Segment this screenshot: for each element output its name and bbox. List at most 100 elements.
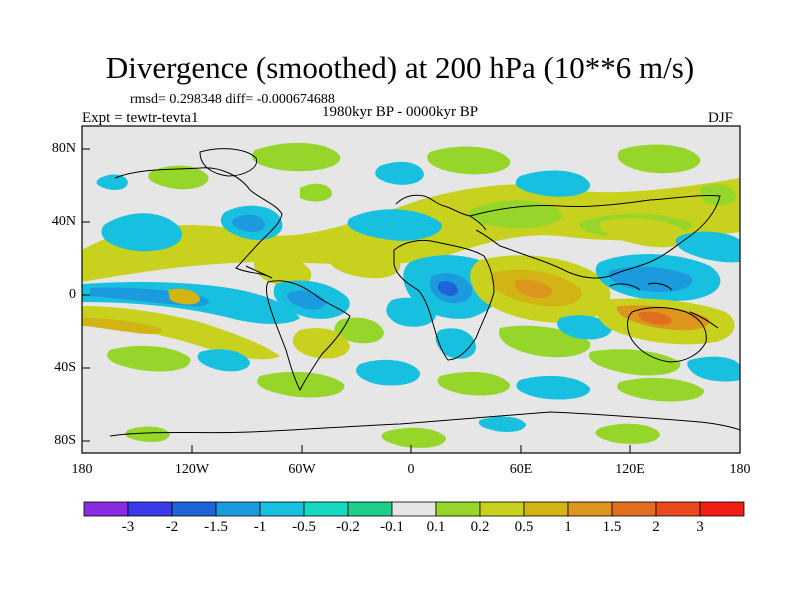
colorbar-label: 0.2 [470,519,490,535]
lat-label-80s: 80S [54,433,76,448]
colorbar-label: -0.5 [292,519,316,535]
coastline-antarctica [109,411,740,437]
field-region [197,349,250,372]
colorbar-swatch [567,501,613,517]
colorbar-label: 3 [696,519,704,535]
colorbar-label: -0.2 [336,519,360,535]
lon-label-0: 0 [407,462,415,477]
coastline-islands [609,282,719,329]
colorbar-label: 2 [652,519,660,535]
colorbar-swatch [259,501,305,517]
lon-label-60w: 60W [288,462,316,477]
lon-label-180e: 180 [729,462,751,477]
field-region [375,161,424,185]
experiment-label: Expt = tewtr-tevta1 [82,110,199,126]
colorbar-label: -0.1 [380,519,404,535]
field-region [617,377,705,402]
field-region [468,200,562,229]
coastline-asia [469,194,721,279]
field-region [675,231,740,263]
field-region [599,217,690,248]
field-region [300,183,332,202]
field-region [437,281,458,297]
lat-label-40n: 40N [51,214,76,229]
colorbar-swatch [391,501,437,517]
stats-text: rmsd= 0.298348 diff= -0.000674688 [130,92,335,107]
field-region [687,356,740,382]
coastline-south-america [266,280,351,392]
field-region [107,345,191,372]
plot-title: Divergence (smoothed) at 200 hPa (10**6 … [105,50,695,85]
field-region [514,279,553,298]
coastline-australia [627,307,707,363]
field-region [257,371,345,398]
field-region [638,311,672,325]
field-region [82,306,280,360]
lon-label-120w: 120W [174,462,210,477]
colorbar-label: -2 [165,519,179,535]
field-region [589,349,681,376]
field-region [232,214,266,232]
field-region [478,416,526,432]
field-region [608,266,693,292]
coastline-greenland [199,148,258,177]
colorbar-swatch [523,501,569,517]
coastline-europe [395,194,487,231]
lat-label-80n: 80N [51,141,76,156]
colorbar-swatch [83,501,129,517]
coastline-africa [393,239,495,361]
colorbar-swatch [435,501,481,517]
colorbar-swatch [171,501,217,517]
field-region [148,165,209,190]
field-region [327,245,401,279]
field-region [557,315,612,340]
colorbar-swatch [699,501,745,517]
colorbar-swatch [127,501,173,517]
field-region [427,146,511,175]
coastline-north-america [114,167,283,279]
field-region [253,255,312,288]
field-region [437,371,511,396]
lon-label-60e: 60E [509,462,533,477]
field-region [168,288,200,305]
lon-label-180w: 180 [71,462,93,477]
field-region [347,209,442,241]
field-region [515,170,591,197]
field-region [334,317,384,344]
field-region [292,327,350,359]
colorbar-swatch [479,501,525,517]
field-region [516,375,591,400]
lat-label-40s: 40S [54,360,76,375]
period-label: 1980kyr BP - 0000kyr BP [322,104,479,120]
colorbar-swatch [347,501,393,517]
field-region [125,426,170,442]
field-region [251,142,341,172]
colorbar-label: 0.5 [514,519,534,535]
coastlines [109,148,740,437]
field-region [82,318,163,335]
map-field [82,126,740,453]
lon-label-120e: 120E [615,462,645,477]
colorbar-label: -3 [121,519,135,535]
field-region [700,183,736,206]
field-region [617,144,701,174]
colorbar-label: 1 [564,519,572,535]
colorbar-label: 0.1 [426,519,446,535]
field-region [101,213,182,252]
colorbar-label: -1.5 [204,519,228,535]
lat-label-equator: 0 [69,287,76,302]
colorbar-label: 1.5 [602,519,622,535]
field-region [96,174,128,190]
colorbar-swatch [215,501,261,517]
field-region [381,427,446,448]
colorbar-label: -1 [253,519,267,535]
colorbar-swatch [303,501,349,517]
colorbar-swatch [655,501,701,517]
field-region [595,423,660,444]
field-region [355,359,421,386]
axis-ticks [81,148,741,453]
colorbar [83,501,745,517]
colorbar-swatch [611,501,657,517]
season-label: DJF [708,110,734,126]
